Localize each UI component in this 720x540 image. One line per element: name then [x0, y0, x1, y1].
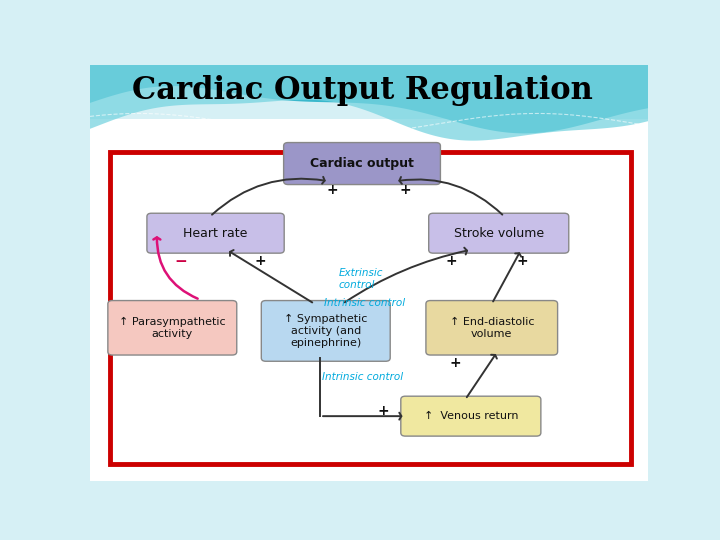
FancyBboxPatch shape	[426, 301, 557, 355]
Text: Cardiac Output Regulation: Cardiac Output Regulation	[132, 76, 593, 106]
Text: +: +	[327, 184, 338, 198]
Text: Intrinsic control: Intrinsic control	[324, 298, 405, 308]
Text: +: +	[450, 356, 462, 370]
FancyBboxPatch shape	[147, 213, 284, 253]
FancyBboxPatch shape	[261, 301, 390, 361]
FancyBboxPatch shape	[108, 301, 237, 355]
Text: +: +	[377, 404, 389, 418]
Text: +: +	[400, 184, 411, 198]
Text: ↑  Venous return: ↑ Venous return	[423, 411, 518, 421]
FancyBboxPatch shape	[109, 152, 631, 464]
Text: Extrinsic
control: Extrinsic control	[338, 268, 383, 290]
Text: Cardiac output: Cardiac output	[310, 157, 414, 170]
Text: Heart rate: Heart rate	[184, 227, 248, 240]
Text: +: +	[254, 254, 266, 268]
Text: +: +	[517, 254, 528, 268]
Text: ↑ Parasympathetic
activity: ↑ Parasympathetic activity	[119, 317, 225, 339]
Text: Intrinsic control: Intrinsic control	[322, 373, 402, 382]
Text: ↑ Sympathetic
activity (and
epinephrine): ↑ Sympathetic activity (and epinephrine)	[284, 314, 367, 348]
Text: Stroke volume: Stroke volume	[454, 227, 544, 240]
Text: +: +	[446, 254, 457, 268]
FancyBboxPatch shape	[428, 213, 569, 253]
FancyBboxPatch shape	[90, 119, 648, 481]
Text: ↑ End-diastolic
volume: ↑ End-diastolic volume	[449, 317, 534, 339]
Polygon shape	[90, 65, 648, 140]
FancyBboxPatch shape	[401, 396, 541, 436]
Polygon shape	[90, 65, 648, 133]
Text: −: −	[174, 254, 187, 269]
FancyBboxPatch shape	[284, 143, 441, 185]
